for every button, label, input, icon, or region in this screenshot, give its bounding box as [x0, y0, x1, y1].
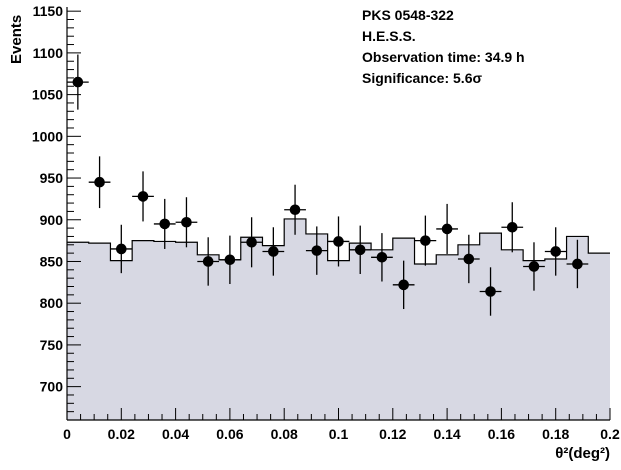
x-tick-label: 0.04 [162, 426, 189, 442]
x-tick-label: 0.16 [488, 426, 515, 442]
data-point [420, 235, 431, 246]
data-point [311, 245, 323, 256]
annotation-observation-time: Observation time: 34.9 h [362, 49, 525, 65]
data-point [354, 244, 366, 256]
y-tick-label: 1000 [32, 128, 63, 144]
tick-labels: 700 750 800 850 900 950 1000 1050 1100 1150 0 0.02 0… [32, 3, 620, 442]
y-tick-label: 1100 [33, 45, 64, 61]
x-tick-label: 0.1 [329, 426, 349, 442]
x-tick-label: 0.12 [379, 426, 406, 442]
data-point [289, 204, 301, 216]
x-tick-label: 0.06 [216, 426, 243, 442]
on-events-points [67, 54, 589, 316]
data-point [572, 258, 583, 270]
data-point [550, 246, 561, 257]
data-point [506, 221, 518, 233]
y-tick-label: 800 [40, 295, 64, 311]
y-tick-label: 900 [40, 212, 64, 228]
x-axis-title: θ²(deg²) [555, 445, 610, 462]
data-point [159, 218, 171, 230]
x-tick-label: 0 [63, 426, 71, 442]
data-point [376, 252, 388, 263]
annotation-source: PKS 0548-322 [362, 7, 454, 23]
y-tick-label: 700 [40, 379, 64, 395]
data-point [72, 76, 84, 88]
axes [66, 7, 611, 421]
background-fill [67, 218, 610, 420]
annotation-significance: Significance: 5.6σ [362, 70, 482, 86]
data-point [116, 243, 127, 255]
data-point [398, 279, 409, 291]
y-tick-label: 750 [40, 337, 64, 353]
x-tick-label: 0.2 [600, 426, 620, 442]
x-tick-label: 0.02 [108, 426, 135, 442]
x-tick-label: 0.08 [271, 426, 298, 442]
data-point [463, 253, 475, 265]
y-tick-label: 1050 [32, 87, 63, 103]
data-point [202, 256, 214, 267]
x-tick-label: 0.14 [433, 426, 460, 442]
data-point [485, 286, 496, 297]
x-tick-label: 0.18 [542, 426, 569, 442]
data-point [137, 191, 149, 202]
data-point [528, 261, 540, 272]
data-point [224, 254, 236, 266]
data-point [181, 216, 192, 228]
data-point [441, 223, 453, 235]
annotation-experiment: H.E.S.S. [362, 28, 416, 44]
y-axis-title: Events [8, 15, 25, 64]
data-point [94, 176, 105, 188]
y-tick-label: 950 [40, 170, 64, 186]
data-point [246, 236, 257, 248]
y-tick-label: 850 [40, 253, 64, 269]
data-point [268, 246, 279, 257]
y-tick-label: 1150 [33, 3, 64, 19]
data-point [333, 236, 344, 247]
